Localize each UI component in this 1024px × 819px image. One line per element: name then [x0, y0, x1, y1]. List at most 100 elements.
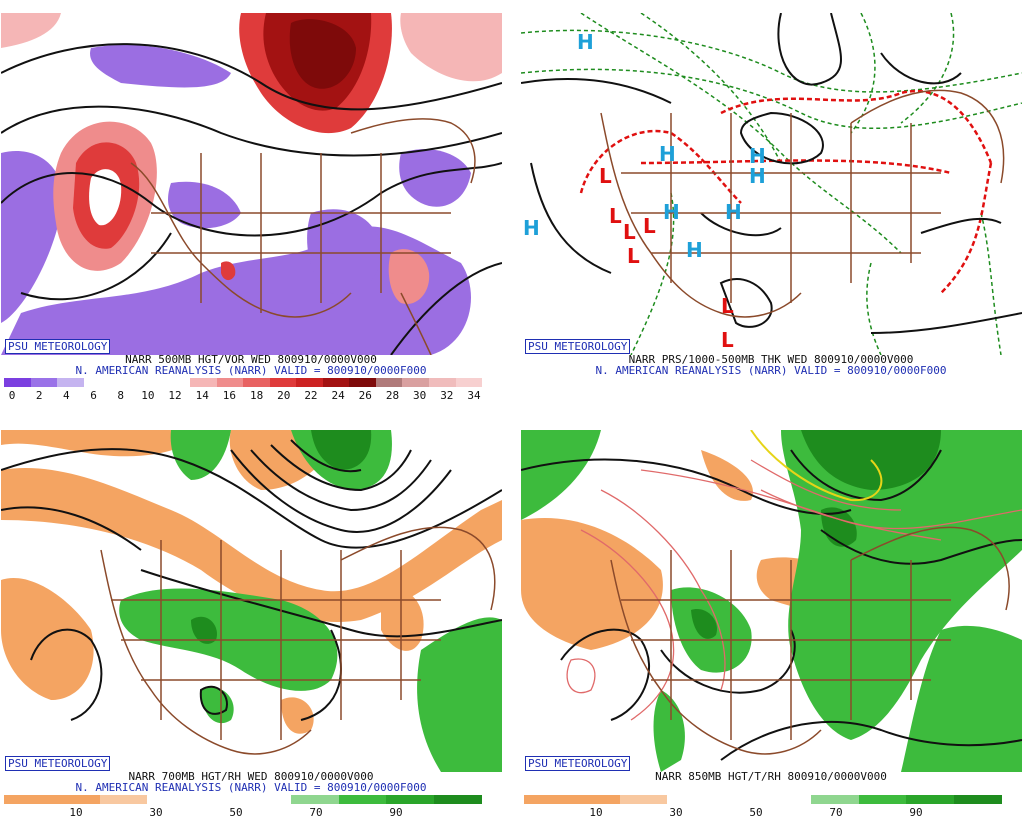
map-prs-thk-svg: H H H H H H H H L L L L L L L [521, 13, 1022, 355]
moist-rh-areas [521, 430, 1022, 772]
colorbar-tick-label: 2 [35, 389, 43, 402]
colorbar-tick-label: 12 [168, 389, 182, 402]
colorbar-tick-label: 50 [229, 806, 243, 819]
height-contours [1, 439, 502, 721]
colorbar-tick-label: 28 [385, 389, 400, 402]
caption-title: NARR 500MB HGT/VOR WED 800910/0000V000 [125, 353, 377, 366]
colorbar-tick-label: 30 [149, 806, 163, 819]
psu-meteorology-logo: PSU METEOROLOGY [525, 339, 631, 354]
colorbar-swatch [810, 795, 859, 804]
temperature-contours [566, 459, 1022, 721]
wet-rh-areas [191, 430, 372, 644]
colorbar-swatch [429, 378, 456, 387]
colorbar-swatch [136, 378, 164, 387]
colorbar-swatch [4, 795, 52, 804]
map-prs-thk: H H H H H H H H L L L L L L L PSU METEOR… [521, 13, 1022, 355]
colorbar-swatch [954, 795, 1002, 804]
psu-meteorology-logo: PSU METEOROLOGY [5, 756, 111, 771]
colorbar-swatch [242, 795, 291, 804]
political-borders [600, 89, 1005, 318]
colorbar-tick-label: 32 [440, 389, 454, 402]
colorbar-swatch [349, 378, 376, 387]
psu-meteorology-logo: PSU METEOROLOGY [525, 756, 631, 771]
colorbar-swatch [243, 378, 270, 387]
panel-500mb-hgt-vor: PSU METEOROLOGY NARR 500MB HGT/VOR WED 8… [0, 0, 502, 402]
colorbar-swatch [110, 378, 137, 387]
colorbar-tick-label: 18 [249, 389, 264, 402]
colorbar-tick-label: 70 [829, 806, 843, 819]
colorbar-swatch [83, 378, 111, 387]
low-center: L [721, 328, 734, 352]
colorbar-swatch [386, 795, 435, 804]
caption-title: NARR 850MB HGT/T/RH 800910/0000V000 [655, 770, 887, 783]
colorbar-tick-label: 10 [69, 806, 83, 819]
colorbar-swatch [99, 795, 148, 804]
colorbar-swatch [715, 795, 763, 804]
caption-valid: N. AMERICAN REANALYSIS (NARR) VALID = 80… [595, 364, 947, 377]
colorbar-tick-label: 0 [8, 389, 16, 402]
map-700mb: PSU METEOROLOGY [1, 430, 502, 772]
colorbar-swatch [189, 378, 217, 387]
high-center: H [749, 144, 766, 168]
rh-colorbar [524, 795, 1002, 804]
colorbar-tick-label: 90 [389, 806, 403, 819]
rh-colorbar [4, 795, 482, 804]
zero-isotherm [750, 430, 883, 502]
vorticity-colorbar [4, 378, 483, 387]
panel-prs-thickness: H H H H H H H H L L L L L L L PSU METEOR… [520, 0, 1022, 402]
caption-valid: N. AMERICAN REANALYSIS (NARR) VALID = 80… [75, 364, 427, 377]
colorbar-tick-label: 26 [358, 389, 372, 402]
high-center: H [663, 200, 680, 224]
colorbar-swatch [434, 795, 482, 804]
colorbar-swatch [571, 795, 620, 804]
colorbar-swatch [906, 795, 955, 804]
caption-valid: N. AMERICAN REANALYSIS (NARR) VALID = 80… [75, 781, 427, 794]
low-center: L [599, 164, 612, 188]
panel-850mb-hgt-t-rh: PSU METEOROLOGY NARR 850MB HGT/T/RH 8009… [520, 417, 1022, 819]
psu-meteorology-logo: PSU METEOROLOGY [5, 339, 111, 354]
high-center: H [577, 30, 594, 54]
colorbar-swatch [762, 795, 811, 804]
colorbar-tick-label: 6 [90, 389, 97, 402]
colorbar-swatch [858, 795, 907, 804]
map-850mb: PSU METEOROLOGY [521, 430, 1022, 772]
colorbar-tick-label: 20 [277, 389, 291, 402]
neg-vorticity-areas [1, 44, 471, 355]
colorbar-swatch [269, 378, 297, 387]
colorbar-swatch [524, 795, 572, 804]
colorbar-swatch [57, 378, 84, 387]
caption-title: NARR 700MB HGT/RH WED 800910/0000V000 [128, 770, 374, 783]
high-center: H [749, 164, 766, 188]
high-center: H [659, 142, 676, 166]
colorbar-tick-label: 30 [413, 389, 427, 402]
colorbar-swatch [216, 378, 244, 387]
colorbar-swatch [195, 795, 243, 804]
map-500mb-svg [1, 13, 502, 355]
low-center: L [609, 204, 622, 228]
map-700mb-svg [1, 430, 502, 772]
high-center: H [686, 238, 703, 262]
colorbar-tick-label: 90 [909, 806, 923, 819]
colorbar-swatch [619, 795, 668, 804]
map-850mb-svg [521, 430, 1022, 772]
colorbar-tick-label: 10 [589, 806, 603, 819]
colorbar-swatch [163, 378, 190, 387]
colorbar-swatch [667, 795, 716, 804]
colorbar-tick-label: 50 [749, 806, 763, 819]
low-center: L [721, 294, 734, 318]
colorbar-tick-label: 30 [669, 806, 683, 819]
vorticity-colorbar-labels: 0 2 4 6 8 10 12 14 16 18 20 22 24 26 28 30 32 34 [4, 389, 482, 402]
high-center: H [523, 216, 540, 240]
low-center: L [623, 220, 636, 244]
colorbar-swatch [322, 378, 350, 387]
colorbar-tick-label: 34 [467, 389, 481, 402]
colorbar-swatch [402, 378, 429, 387]
colorbar-swatch [375, 378, 403, 387]
political-borders [610, 526, 1010, 755]
colorbar-swatch [296, 378, 323, 387]
thickness-contours-red [579, 89, 993, 294]
rh-colorbar-labels: 10 30 50 70 90 [4, 806, 482, 819]
political-borders [100, 526, 496, 755]
colorbar-tick-label: 22 [304, 389, 318, 402]
colorbar-tick-label: 4 [63, 389, 70, 402]
